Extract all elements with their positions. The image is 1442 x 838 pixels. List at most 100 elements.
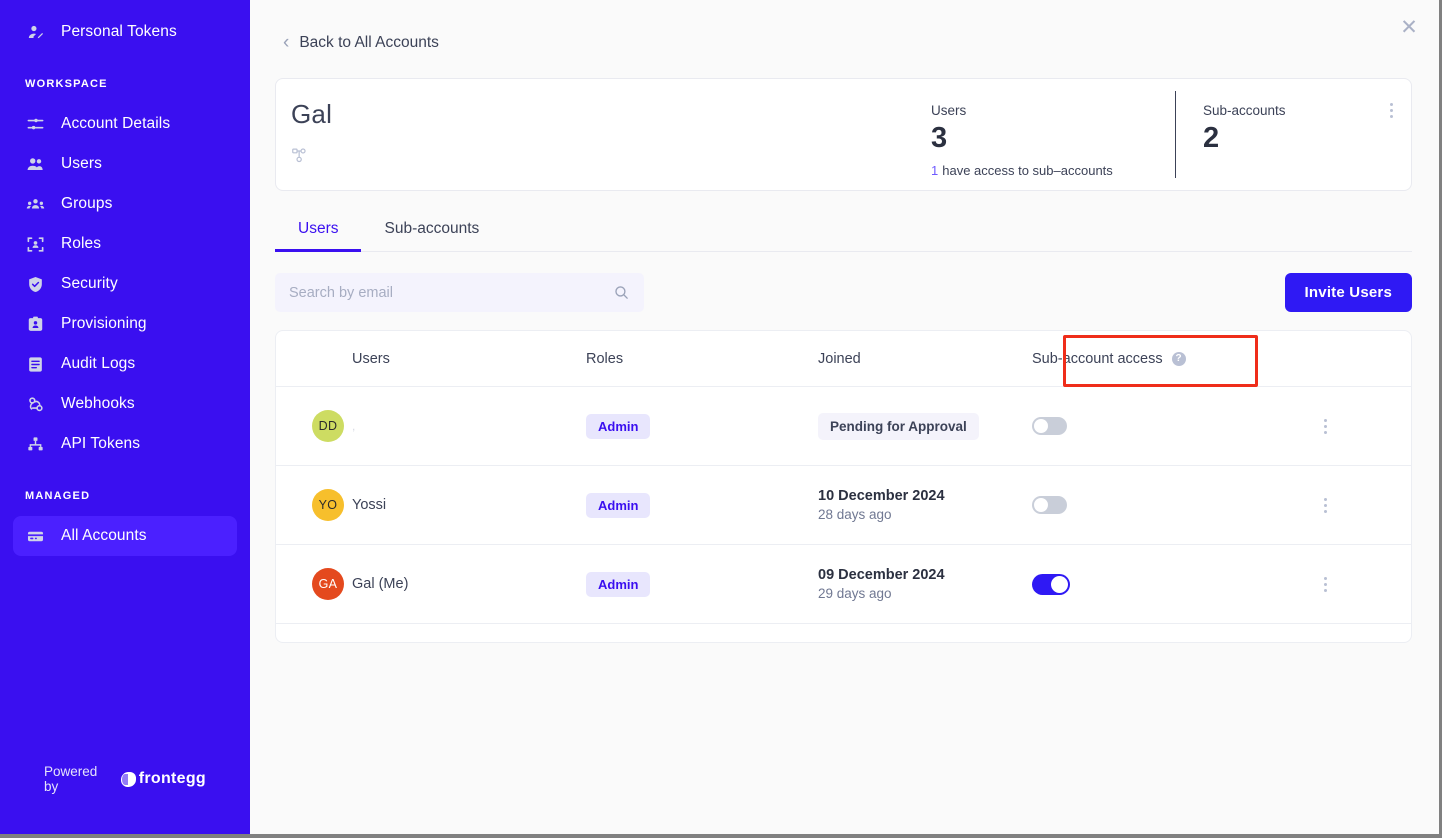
kebab-menu-icon — [1323, 418, 1327, 434]
help-icon[interactable]: ? — [1171, 351, 1186, 366]
sidebar-item-label: Account Details — [61, 115, 171, 132]
stat-users-label: Users — [931, 103, 967, 118]
role-cell: Admin — [586, 571, 818, 597]
sidebar-item-audit-logs[interactable]: Audit Logs — [13, 344, 237, 384]
sidebar-item-label: Provisioning — [61, 315, 147, 332]
user-name: Gal (Me) — [352, 576, 409, 592]
sidebar-item-api-tokens[interactable]: API Tokens — [13, 424, 237, 464]
table-toolbar: Invite Users — [275, 273, 1412, 312]
sidebar-item-all-accounts[interactable]: All Accounts — [13, 516, 237, 556]
sidebar-item-label: Audit Logs — [61, 355, 136, 372]
stat-sub-accounts-label: Sub-accounts — [1203, 103, 1286, 118]
sub-account-access-cell — [1032, 496, 1239, 514]
invite-users-button[interactable]: Invite Users — [1284, 273, 1412, 312]
sidebar-item-label: Users — [61, 155, 102, 172]
joined-relative: 28 days ago — [818, 507, 892, 522]
role-badge: Admin — [586, 492, 651, 518]
tab-sub-accounts[interactable]: Sub-accounts — [384, 220, 480, 237]
table-row[interactable]: YO Yossi Admin 10 December 2024 28 days … — [276, 466, 1411, 545]
row-menu-button[interactable] — [1239, 497, 1411, 513]
sub-account-access-toggle[interactable] — [1032, 417, 1067, 435]
sub-account-access-toggle[interactable] — [1032, 496, 1067, 514]
stat-sub-accounts: Sub-accounts 2 — [1175, 79, 1371, 190]
hierarchy-icon — [291, 146, 931, 165]
sidebar-item-label: All Accounts — [61, 527, 147, 544]
sidebar-item-label: Security — [61, 275, 118, 292]
table-header-row: Users Roles Joined Sub-account access ? — [276, 331, 1411, 387]
search-icon[interactable] — [613, 284, 630, 301]
roles-frame-icon — [25, 234, 45, 254]
avatar: GA — [312, 568, 344, 600]
avatar: YO — [312, 489, 344, 521]
sidebar-item-security[interactable]: Security — [13, 264, 237, 304]
user-token-icon — [25, 22, 45, 42]
stat-users-subtext: 1 have access to sub–accounts — [931, 163, 1175, 178]
sidebar-item-provisioning[interactable]: Provisioning — [13, 304, 237, 344]
role-cell: Admin — [586, 492, 818, 518]
back-to-all-accounts-link[interactable]: ‹ Back to All Accounts — [283, 31, 439, 53]
account-identity: Gal — [276, 79, 931, 190]
sidebar-item-roles[interactable]: Roles — [13, 224, 237, 264]
column-header-roles: Roles — [586, 350, 624, 367]
groups-icon — [25, 194, 45, 214]
search-input[interactable] — [289, 284, 613, 301]
user-name-cell: Gal (Me) — [352, 575, 586, 593]
sidebar-item-label: Webhooks — [61, 395, 135, 412]
column-header-joined: Joined — [818, 350, 861, 367]
avatar: DD — [312, 410, 344, 442]
joined-cell: 10 December 2024 28 days ago — [818, 488, 1032, 522]
role-badge: Admin — [586, 571, 651, 597]
table-row[interactable]: DD , Admin Pending for Approval — [276, 387, 1411, 466]
user-name: , — [352, 419, 356, 433]
sidebar-item-personal-tokens[interactable]: Personal Tokens — [13, 12, 237, 52]
kebab-menu-icon — [1323, 576, 1327, 592]
sidebar-item-label: API Tokens — [61, 435, 141, 452]
stat-users-value: 3 — [931, 122, 948, 154]
powered-by-frontegg: Powered by frontegg — [0, 764, 250, 834]
sidebar-item-label: Roles — [61, 235, 102, 252]
sub-account-access-cell — [1032, 573, 1239, 595]
sidebar-section-managed: MANAGED — [25, 490, 91, 502]
frontegg-logo: frontegg — [120, 770, 206, 788]
user-name-cell: , — [352, 417, 586, 435]
kebab-menu-icon — [1323, 497, 1327, 513]
row-menu-button[interactable] — [1239, 418, 1411, 434]
status-badge: Pending for Approval — [818, 412, 979, 440]
user-name-cell: Yossi — [352, 496, 586, 514]
page-title: Gal — [291, 99, 333, 129]
joined-date: 10 December 2024 — [818, 488, 945, 504]
account-summary-card: Gal Users 3 1 have access to sub–accounts… — [275, 78, 1412, 191]
powered-by-label: Powered by — [44, 764, 98, 794]
table-row[interactable]: GA Gal (Me) Admin 09 December 2024 29 da… — [276, 545, 1411, 624]
user-name: Yossi — [352, 497, 387, 513]
frontegg-wordmark: frontegg — [138, 770, 206, 787]
column-header-users: Users — [352, 350, 390, 367]
joined-cell: Pending for Approval — [818, 412, 1032, 440]
back-link-label: Back to All Accounts — [299, 34, 439, 51]
chevron-left-icon: ‹ — [283, 31, 290, 53]
card-icon — [25, 526, 45, 546]
sidebar-item-groups[interactable]: Groups — [13, 184, 237, 224]
sidebar-item-account-details[interactable]: Account Details — [13, 104, 237, 144]
avatar-cell: DD — [276, 410, 352, 442]
role-cell: Admin — [586, 413, 818, 439]
sub-account-access-toggle[interactable] — [1032, 573, 1070, 595]
sidebar-item-webhooks[interactable]: Webhooks — [13, 384, 237, 424]
sidebar-item-users[interactable]: Users — [13, 144, 237, 184]
column-header-sub-account-access-label: Sub-account access — [1032, 350, 1163, 367]
provisioning-icon — [25, 314, 45, 334]
account-card-menu-button[interactable] — [1371, 79, 1411, 190]
search-box[interactable] — [275, 273, 644, 312]
frontegg-mark-icon — [120, 771, 136, 787]
joined-relative: 29 days ago — [818, 586, 892, 601]
kebab-menu-icon — [1389, 103, 1393, 118]
row-menu-button[interactable] — [1239, 576, 1411, 592]
stat-users: Users 3 1 have access to sub–accounts — [931, 79, 1175, 190]
stat-sub-accounts-value: 2 — [1203, 122, 1220, 154]
close-icon[interactable]: ✕ — [1400, 15, 1418, 39]
stat-users-subcount: 1 — [931, 163, 939, 178]
tab-users[interactable]: Users — [275, 208, 362, 252]
sliders-icon — [25, 114, 45, 134]
avatar-cell: GA — [276, 568, 352, 600]
users-table: Users Roles Joined Sub-account access ? — [275, 330, 1412, 643]
